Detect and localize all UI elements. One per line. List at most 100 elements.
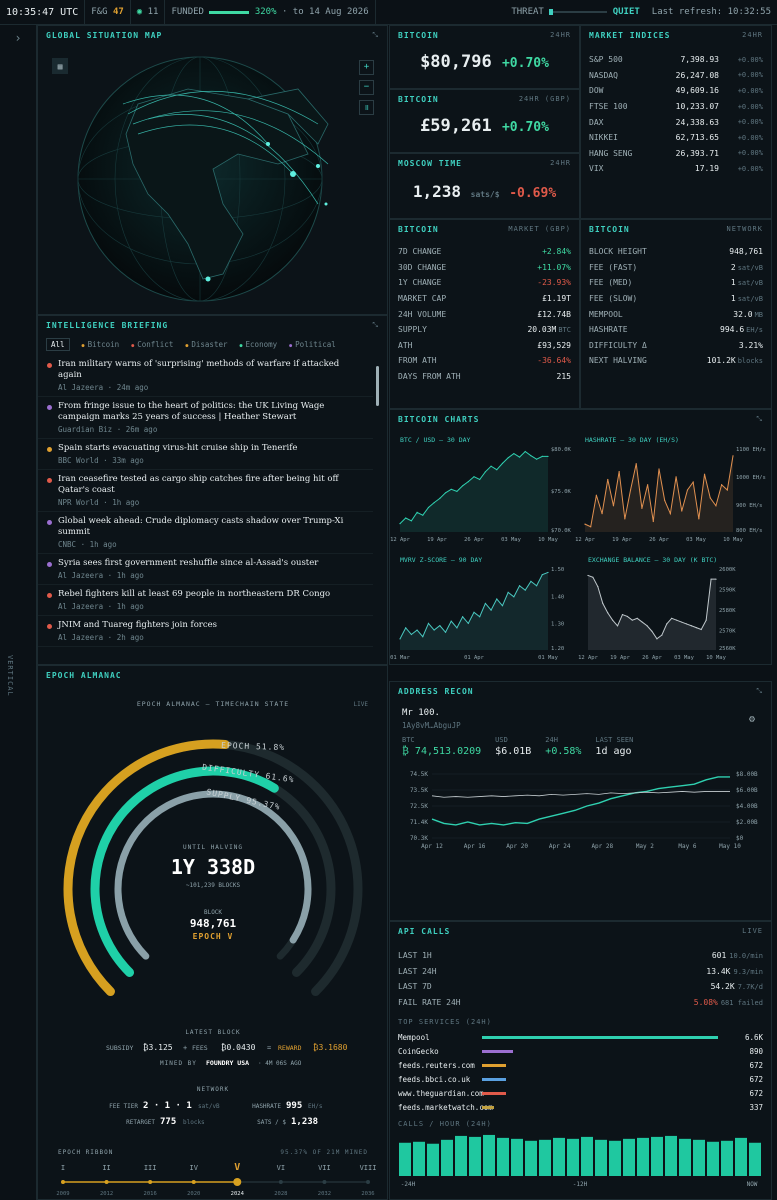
service-bar: [482, 1105, 494, 1109]
news-item[interactable]: Global week ahead: Crude diplomacy casts…: [38, 512, 373, 554]
reward-value: ₿3.1680: [313, 1042, 348, 1052]
calls-bar: [427, 1144, 439, 1177]
briefing-tab[interactable]: ● Disaster: [185, 340, 227, 349]
briefing-tab[interactable]: ● Political: [289, 340, 336, 349]
index-row[interactable]: VIX 17.19 +0.00%: [581, 161, 771, 177]
market-value: +2.84%: [542, 247, 571, 256]
network-value-num: 994.6: [720, 325, 745, 335]
y-tick-label: 71.4K: [410, 819, 428, 826]
market-value-num: £93,529: [537, 340, 571, 350]
latest-block-label: LATEST BLOCK: [185, 1029, 240, 1036]
intel-briefing-panel: INTELLIGENCE BRIEFING ⤡ All ● Bitcoin ● Con…: [37, 315, 388, 665]
tab-dot-icon: ●: [289, 343, 296, 349]
recon-title: ADDRESS RECON: [398, 686, 474, 696]
ribbon-dot[interactable]: [366, 1180, 370, 1184]
market-indices-panel: MARKET INDICES 24HR S&P 500 7,398.93 +0.00%…: [580, 25, 772, 219]
index-row[interactable]: DOW 49,609.16 +0.00%: [581, 83, 771, 99]
zoom-in-button[interactable]: +: [359, 60, 374, 75]
news-item[interactable]: From fringe issue to the heart of politi…: [38, 397, 373, 439]
index-row[interactable]: HANG SENG 26,393.71 +0.00%: [581, 146, 771, 162]
news-item[interactable]: Iran military warns of 'surprising' meth…: [38, 355, 373, 397]
briefing-tab[interactable]: ● Bitcoin: [82, 340, 120, 349]
news-source: Al Jazeera: [58, 633, 104, 642]
network-value-unit: sat/vB: [737, 279, 763, 288]
service-value: 672: [749, 1074, 763, 1084]
chart-point: [612, 619, 614, 621]
chart-point: [479, 478, 481, 481]
chart-point: [439, 497, 441, 499]
chart-point: [595, 494, 597, 496]
ribbon-dot[interactable]: [278, 1180, 283, 1184]
index-change: +0.00%: [737, 133, 763, 142]
chart-point: [416, 511, 418, 513]
map-layer-button[interactable]: [52, 58, 68, 74]
recon-settings-icon[interactable]: ⚙: [748, 714, 755, 725]
index-row[interactable]: FTSE 100 10,233.07 +0.00%: [581, 99, 771, 115]
ribbon-dot[interactable]: [322, 1180, 327, 1184]
rail-toggle-icon[interactable]: ›: [14, 31, 22, 45]
chart-point: [439, 625, 441, 627]
market-value-num: -23.93%: [537, 278, 571, 288]
ribbon-epoch-year: 2032: [318, 1191, 331, 1197]
market-key: ATH: [398, 340, 413, 350]
x-tick-label: 19 Apr: [610, 655, 631, 661]
zoom-out-button[interactable]: −: [359, 80, 374, 95]
calls-bar: [749, 1143, 761, 1177]
recon-expand-icon[interactable]: ⤡: [756, 686, 763, 695]
charts-title: BITCOIN CHARTS: [398, 414, 480, 424]
ribbon-dot[interactable]: [191, 1180, 196, 1184]
ribbon-dot[interactable]: [148, 1180, 153, 1184]
moscow-unit: sats/$: [470, 190, 500, 199]
market-value-num: £12.74B: [537, 309, 571, 319]
briefing-scrollbar[interactable]: [376, 366, 379, 406]
globe-map[interactable]: ▦: [38, 44, 387, 314]
y-tick-label: 1100 EH/s: [736, 447, 766, 453]
index-row[interactable]: NIKKEI 62,713.65 +0.00%: [581, 130, 771, 146]
recon-24h: +0.58%: [545, 746, 582, 757]
news-meta: CNBC · 1h ago: [58, 540, 365, 549]
recon-address: 1Ay8vM…AbguJP: [402, 721, 461, 730]
chart-point: [664, 499, 666, 502]
epoch-dial: EPOCH ALMANAC — TIMECHAIN STATE LIVE EPOCH…: [56, 700, 376, 1197]
news-item[interactable]: Syria sees first government reshuffle si…: [38, 554, 373, 585]
service-name: www.theguardian.com: [398, 1088, 484, 1098]
retarget-unit: blocks: [183, 1119, 205, 1126]
calls-bar: [735, 1138, 747, 1177]
service-bar-track: [482, 1091, 718, 1095]
briefing-expand-icon[interactable]: ⤡: [372, 320, 379, 329]
alert-count[interactable]: ◉ 11: [131, 0, 166, 25]
news-item[interactable]: Spain starts evacuating virus-hit cruise…: [38, 439, 373, 470]
briefing-tab[interactable]: ● Economy: [240, 340, 278, 349]
index-row[interactable]: DAX 24,338.63 +0.00%: [581, 114, 771, 130]
ribbon-epoch-year: 2028: [274, 1191, 287, 1197]
x-tick-label: 12 Apr: [575, 537, 596, 543]
news-item[interactable]: Iran ceasefire tested as cargo ship catc…: [38, 470, 373, 512]
index-name: DAX: [589, 117, 604, 127]
epoch-live: LIVE: [354, 701, 369, 708]
left-rail: › VERTICAL: [0, 25, 37, 1200]
market-value-unit: BTC: [558, 326, 571, 335]
index-value: 24,338.63: [675, 117, 719, 127]
expand-icon[interactable]: ⤡: [372, 30, 379, 39]
chart-point: [501, 605, 504, 607]
briefing-tab[interactable]: ● Conflict: [131, 340, 173, 349]
ribbon-dot[interactable]: [104, 1180, 109, 1184]
charts-expand-icon[interactable]: ⤡: [756, 414, 763, 423]
index-row[interactable]: NASDAQ 26,247.08 +0.00%: [581, 68, 771, 84]
y-tick-label: 2560K: [719, 646, 736, 652]
chart-point: [607, 612, 609, 614]
y-tick-label: 1.30: [551, 622, 564, 628]
calls-bar: [581, 1137, 593, 1177]
index-name: FTSE 100: [589, 102, 628, 112]
recon-chart: 74.5K $8.00B 73.5K $6.00B 72.5K $4.00B 71.4K $2…: [410, 771, 758, 850]
index-row[interactable]: S&P 500 7,398.93 +0.00%: [581, 52, 771, 68]
news-item[interactable]: JNIM and Tuareg fighters join forces Al J…: [38, 616, 373, 647]
pause-button[interactable]: ॥: [359, 100, 374, 115]
market-value: +11.07%: [537, 263, 571, 272]
news-item[interactable]: Rebel fighters kill at least 69 people i…: [38, 585, 373, 616]
ribbon-dot[interactable]: [233, 1178, 242, 1186]
briefing-tab[interactable]: All: [46, 338, 70, 351]
index-value: 26,247.08: [675, 70, 719, 80]
ribbon-dot[interactable]: [61, 1180, 65, 1184]
network-key: FEE (MED): [589, 278, 633, 288]
